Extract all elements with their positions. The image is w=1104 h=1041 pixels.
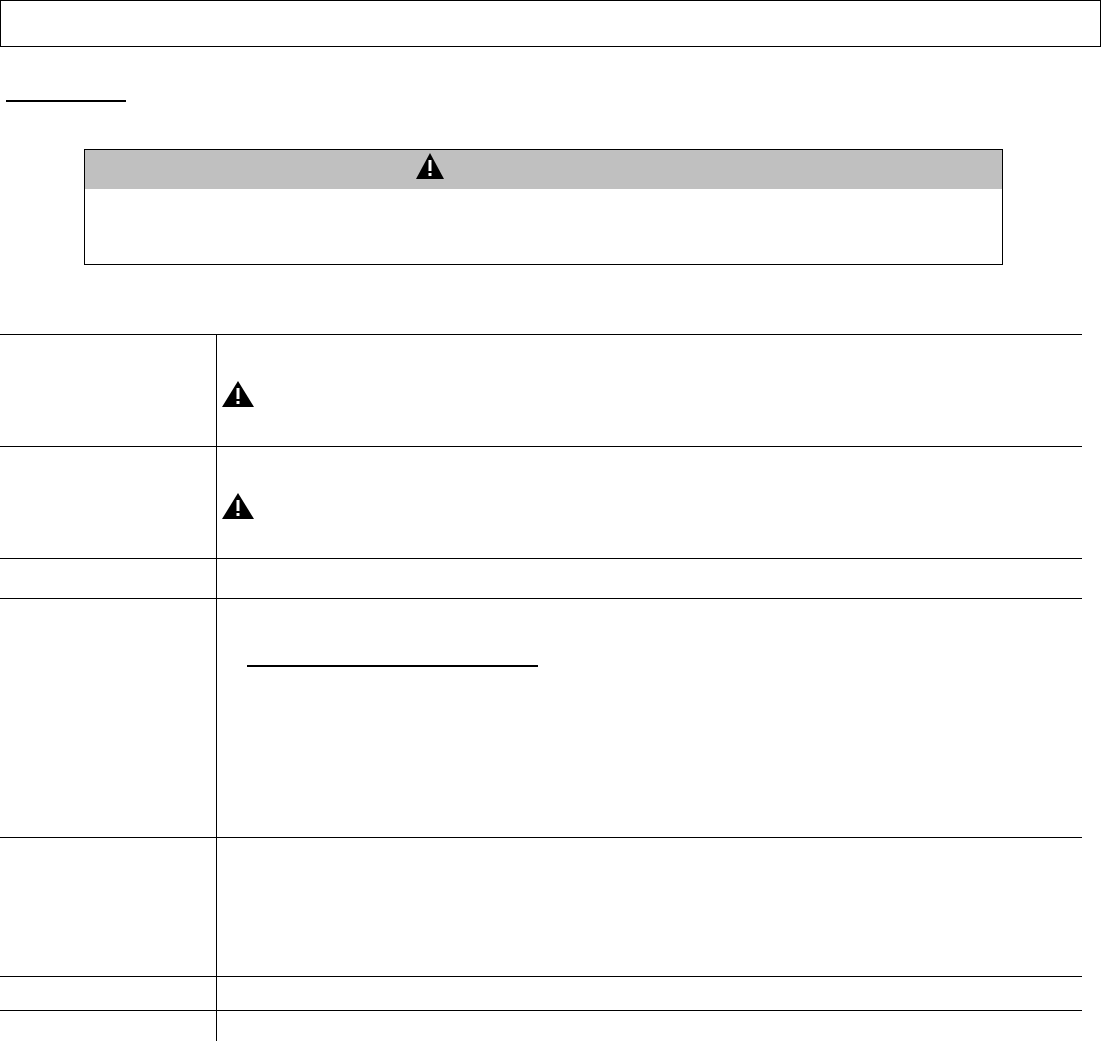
caution-header <box>85 150 1002 189</box>
table-row-divider <box>0 334 1082 335</box>
section-heading-underline <box>6 100 126 102</box>
table-row-divider <box>0 976 1082 977</box>
table-row-divider <box>0 837 1082 838</box>
table-row-divider <box>0 446 1082 447</box>
caution-box <box>84 149 1003 265</box>
header-box <box>0 0 1101 47</box>
warning-triangle-icon <box>222 493 254 519</box>
warning-triangle-icon <box>416 153 444 179</box>
table-column-divider <box>216 334 217 1041</box>
table-row-divider <box>0 558 1082 559</box>
table-row-divider <box>0 598 1082 599</box>
warning-triangle-icon <box>222 381 254 407</box>
table-row-divider <box>0 1010 1082 1011</box>
subheading-underline <box>247 665 538 667</box>
